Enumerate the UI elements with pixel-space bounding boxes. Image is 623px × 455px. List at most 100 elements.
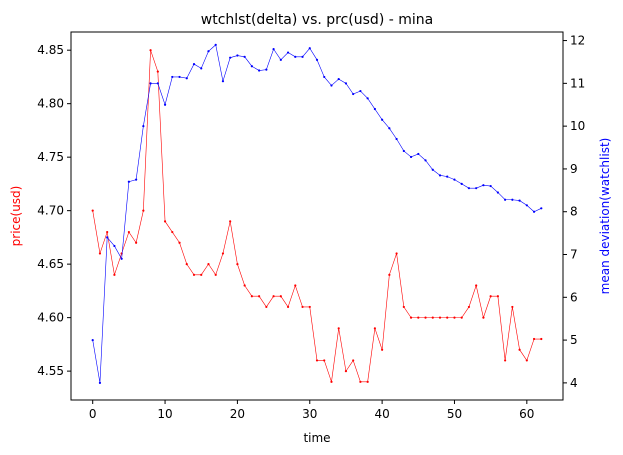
- data-point-watchlist: [409, 155, 413, 159]
- data-point-price: [207, 263, 210, 266]
- data-point-watchlist: [373, 107, 376, 111]
- data-point-price: [446, 316, 449, 319]
- y-axis-right-title: mean deviation(watchlist): [598, 138, 612, 295]
- data-point-watchlist: [120, 257, 123, 260]
- data-point-watchlist: [446, 175, 449, 178]
- data-point-watchlist: [402, 149, 405, 153]
- data-point-price: [308, 305, 311, 309]
- data-point-watchlist: [214, 43, 217, 46]
- data-point-watchlist: [185, 77, 188, 80]
- data-point-price: [438, 316, 442, 319]
- data-point-price: [192, 273, 196, 276]
- data-point-watchlist: [236, 54, 239, 57]
- data-point-watchlist: [424, 159, 427, 162]
- data-point-watchlist: [272, 48, 275, 51]
- data-point-price: [453, 316, 456, 319]
- y-right-tick-label: 4: [570, 376, 578, 390]
- data-point-watchlist: [352, 92, 355, 96]
- data-point-price: [221, 252, 225, 255]
- y-right-tick-label: 8: [570, 205, 578, 219]
- data-point-watchlist: [91, 338, 94, 342]
- x-axis: 0 10 20 30 40 50 60: [89, 400, 534, 421]
- data-point-watchlist: [323, 75, 326, 79]
- y-left-tick-label: 4.65: [37, 257, 64, 271]
- data-point-watchlist: [229, 56, 232, 59]
- data-point-watchlist: [330, 84, 333, 87]
- data-point-price: [315, 359, 319, 362]
- data-point-watchlist: [171, 75, 174, 79]
- data-point-price: [163, 220, 167, 223]
- data-point-watchlist: [540, 207, 543, 210]
- y-axis-left: 4.55 4.60 4.65 4.70 4.75 4.80 4.85: [37, 43, 71, 378]
- data-point-price: [409, 316, 413, 319]
- data-point-watchlist: [438, 174, 442, 177]
- data-point-price: [482, 316, 485, 319]
- data-point-price: [532, 337, 536, 341]
- y-left-tick-label: 4.70: [37, 204, 64, 218]
- data-point-watchlist: [98, 381, 102, 384]
- data-point-watchlist: [192, 62, 196, 66]
- x-tick-label: 50: [447, 407, 462, 421]
- data-point-watchlist: [315, 58, 319, 61]
- data-point-price: [366, 380, 369, 383]
- data-point-price: [460, 316, 463, 319]
- data-point-price: [91, 209, 94, 212]
- data-point-watchlist: [163, 103, 167, 106]
- data-point-watchlist: [127, 180, 130, 183]
- data-point-watchlist: [475, 187, 478, 190]
- data-point-price: [388, 273, 391, 276]
- data-point-price: [395, 252, 398, 255]
- data-point-price: [286, 305, 290, 309]
- data-point-watchlist: [250, 65, 253, 68]
- data-point-watchlist: [489, 184, 492, 188]
- data-point-watchlist: [366, 97, 369, 100]
- x-tick-label: 40: [374, 407, 389, 421]
- plot-series: [91, 43, 543, 384]
- data-point-price: [258, 295, 261, 298]
- data-point-watchlist: [453, 178, 456, 181]
- data-point-watchlist: [265, 68, 268, 71]
- data-point-watchlist: [279, 58, 282, 61]
- data-point-watchlist: [106, 236, 109, 239]
- data-point-watchlist: [294, 55, 297, 58]
- data-point-price: [243, 284, 246, 287]
- data-point-watchlist: [460, 182, 463, 186]
- data-point-watchlist: [381, 118, 384, 121]
- x-tick-label: 20: [230, 407, 245, 421]
- data-point-watchlist: [156, 82, 159, 85]
- data-point-price: [381, 348, 384, 351]
- data-point-watchlist: [467, 187, 471, 190]
- data-point-price: [142, 209, 145, 212]
- data-point-watchlist: [388, 127, 391, 130]
- data-point-price: [475, 284, 478, 287]
- data-point-watchlist: [532, 210, 536, 213]
- series-line-price: [92, 50, 542, 383]
- data-point-watchlist: [178, 75, 181, 79]
- data-point-price: [431, 316, 434, 319]
- x-tick-label: 0: [89, 407, 97, 421]
- data-point-price: [279, 295, 282, 298]
- data-point-price: [417, 316, 420, 319]
- data-point-price: [178, 241, 181, 244]
- y-left-tick-label: 4.55: [37, 364, 64, 378]
- y-left-tick-label: 4.75: [37, 150, 64, 164]
- data-point-watchlist: [135, 178, 138, 181]
- y-right-tick-label: 11: [570, 76, 585, 90]
- data-point-watchlist: [344, 82, 348, 85]
- data-point-watchlist: [511, 198, 514, 201]
- data-point-watchlist: [431, 168, 434, 171]
- data-point-price: [330, 380, 333, 383]
- data-point-price: [98, 252, 102, 255]
- data-point-price: [272, 295, 275, 298]
- data-point-price: [323, 359, 326, 362]
- data-point-price: [496, 295, 499, 298]
- x-axis-title: time: [303, 431, 330, 445]
- y-left-tick-label: 4.60: [37, 311, 64, 325]
- data-point-price: [294, 284, 297, 287]
- data-point-watchlist: [243, 55, 246, 58]
- x-tick-label: 60: [519, 407, 534, 421]
- data-point-watchlist: [482, 184, 485, 187]
- data-point-price: [424, 316, 427, 319]
- data-point-watchlist: [395, 137, 398, 141]
- data-point-watchlist: [258, 69, 261, 72]
